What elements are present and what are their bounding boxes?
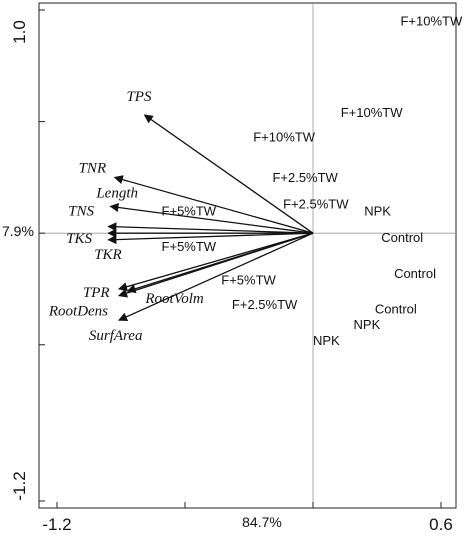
observation-label: NPK — [364, 203, 391, 218]
observation-label: F+2.5%TW — [283, 197, 349, 212]
vector-label-rootdens: RootDens — [48, 304, 108, 320]
vector-label-length: Length — [95, 185, 138, 201]
vector-label-tks: TKS — [66, 231, 92, 247]
observation-label: NPK — [313, 333, 340, 348]
vector-surfarea — [118, 232, 314, 322]
x-axis-label: 84.7% — [242, 514, 282, 530]
vector-tnr — [113, 175, 314, 234]
vector-label-tnr: TNR — [79, 160, 107, 176]
y-tick-max: 1.0 — [10, 20, 29, 44]
observation-labels: F+10%TW F+10%TW F+10%TW F+2.5%TW F+2.5%TW F+2… — [162, 14, 463, 348]
y-tick-min: -1.2 — [10, 471, 29, 500]
observation-label: F+2.5%TW — [272, 170, 338, 185]
x-tick-min: -1.2 — [42, 515, 71, 534]
tick-marks — [39, 9, 442, 508]
vector-label-tkr: TKR — [94, 247, 122, 263]
vector-rootvolm — [126, 232, 314, 294]
observation-label: F+10%TW — [341, 105, 403, 120]
vector-tps — [143, 114, 314, 234]
vector-label-tpr: TPR — [83, 285, 110, 301]
vector-tpr — [117, 232, 314, 292]
observation-label: Control — [381, 230, 423, 245]
observation-label: NPK — [354, 317, 381, 332]
observation-label: F+10%TW — [253, 130, 315, 145]
observation-label: Control — [375, 302, 417, 317]
axis-labels: 1.0 -1.2 7.9% -1.2 0.6 84.7% — [2, 20, 453, 534]
observation-label: F+2.5%TW — [232, 297, 298, 312]
vector-length — [109, 202, 314, 234]
vector-tns — [107, 222, 314, 234]
observation-label: F+10%TW — [400, 14, 462, 29]
vector-tkr — [107, 232, 314, 245]
observation-label: F+5%TW — [221, 273, 276, 288]
observation-label: F+5%TW — [162, 203, 217, 218]
observation-label: F+5%TW — [162, 239, 217, 254]
vector-label-rootvolm: RootVolm — [144, 291, 203, 307]
vector-label-tps: TPS — [126, 89, 152, 105]
vector-label-tns: TNS — [68, 203, 94, 219]
x-tick-max: 0.6 — [429, 515, 453, 534]
vector-label-surfarea: SurfArea — [89, 328, 143, 344]
observation-label: Control — [394, 266, 436, 281]
y-axis-label: 7.9% — [2, 223, 34, 239]
plot-frame — [38, 2, 457, 509]
